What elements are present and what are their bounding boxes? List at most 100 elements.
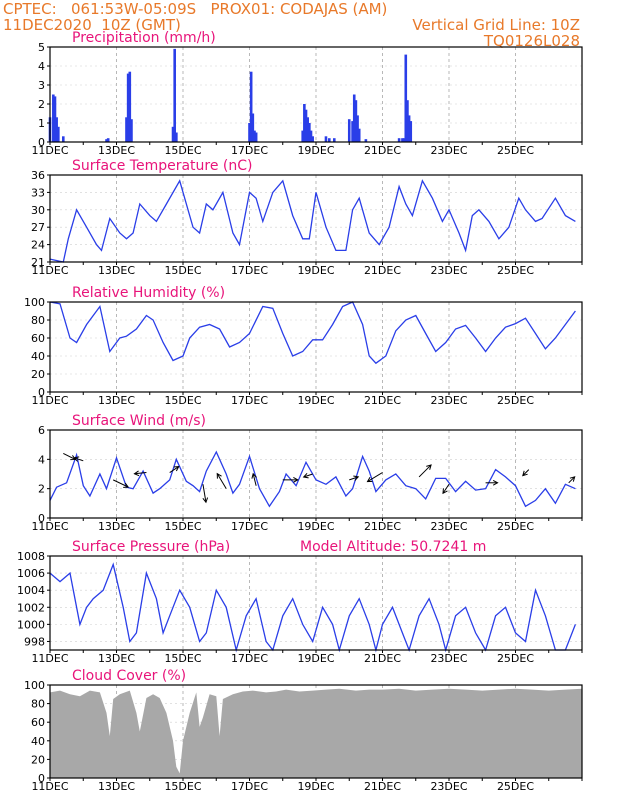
x-tick-label: 11DEC	[31, 264, 68, 277]
x-tick-label: 15DEC	[164, 652, 201, 665]
precip-bar	[406, 100, 409, 142]
y-tick-label: 27	[31, 221, 45, 234]
y-tick-label: 1002	[17, 601, 45, 614]
y-tick-label: 3	[38, 79, 45, 92]
x-tick-label: 17DEC	[231, 780, 268, 793]
wind-arrow-head	[302, 472, 309, 479]
x-tick-label: 21DEC	[364, 264, 401, 277]
y-tick-label: 60	[31, 332, 45, 345]
x-tick-label: 11DEC	[31, 394, 68, 407]
y-tick-label: 60	[31, 716, 45, 729]
precip-bar	[306, 117, 309, 142]
precip-bar	[409, 121, 413, 142]
precip-bar	[128, 71, 132, 142]
precip-bar	[248, 123, 251, 142]
x-tick-label: 15DEC	[164, 520, 201, 533]
x-tick-label: 19DEC	[297, 780, 334, 793]
x-tick-label: 15DEC	[164, 780, 201, 793]
precip-bar	[62, 136, 65, 142]
precip-bar	[364, 139, 368, 142]
y-tick-label: 40	[31, 735, 45, 748]
wind-arrow-head	[133, 470, 140, 477]
precip-bar	[311, 136, 314, 142]
header-line1: CPTEC: 061:53W-05:09S PROX01: CODAJAS (A…	[3, 0, 388, 18]
precip-bar	[171, 126, 175, 142]
wind-arrow-head	[293, 477, 299, 483]
wind-arrow	[252, 473, 257, 486]
wind-arrow	[74, 457, 84, 462]
precip-bar	[254, 132, 258, 142]
x-tick-label: 17DEC	[231, 652, 268, 665]
wind-arrow	[349, 476, 359, 481]
wind-arrow-head	[366, 476, 373, 483]
y-tick-label: 4	[38, 60, 45, 73]
series-line	[49, 450, 576, 508]
precip-bar	[402, 138, 406, 142]
precip-bar	[324, 136, 328, 142]
x-tick-label: 13DEC	[98, 520, 135, 533]
y-tick-label: 33	[31, 186, 45, 199]
y-tick-label: 2	[38, 483, 45, 496]
precip-bar	[352, 94, 356, 142]
precip-bar	[106, 138, 110, 142]
precip-bar	[301, 130, 304, 142]
wind-arrow	[63, 453, 76, 460]
wind-arrow-head	[202, 497, 209, 504]
panel-0: 0 1 2 3 4 5 11DEC 13DEC 15DEC 17DEC 19DEC 21DEC 23DE…	[31, 30, 583, 157]
precip-bar	[351, 121, 354, 142]
x-tick-label: 25DEC	[497, 520, 534, 533]
model-altitude: Model Altitude: 50.7241 m	[300, 539, 486, 555]
y-tick-label: 2	[38, 98, 45, 111]
wind-arrow-head	[492, 479, 499, 486]
precip-bar	[303, 104, 306, 142]
wind-arrow	[134, 472, 147, 475]
x-tick-label: 11DEC	[31, 652, 68, 665]
y-tick-label: 20	[31, 368, 45, 381]
x-tick-label: 11DEC	[31, 144, 68, 157]
wind-arrow	[112, 479, 129, 488]
x-tick-label: 23DEC	[430, 652, 467, 665]
wind-arrow	[568, 476, 576, 484]
precip-bar	[57, 126, 60, 142]
wind-arrow	[442, 483, 450, 494]
wind-arrow	[418, 464, 432, 478]
x-tick-label: 17DEC	[231, 144, 268, 157]
x-tick-label: 25DEC	[497, 264, 534, 277]
x-tick-label: 17DEC	[231, 520, 268, 533]
model-code: TQ0126L028	[483, 32, 580, 50]
panel-title: Cloud Cover (%)	[72, 668, 186, 684]
x-tick-label: 13DEC	[98, 652, 135, 665]
x-tick-label: 25DEC	[497, 652, 534, 665]
y-tick-label: 1006	[17, 567, 45, 580]
x-tick-label: 23DEC	[430, 520, 467, 533]
x-tick-label: 13DEC	[98, 780, 135, 793]
x-tick-label: 19DEC	[297, 394, 334, 407]
x-tick-label: 13DEC	[98, 394, 135, 407]
x-tick-label: 25DEC	[497, 144, 534, 157]
x-tick-label: 23DEC	[430, 394, 467, 407]
wind-arrow-head	[426, 464, 432, 470]
x-tick-label: 19DEC	[297, 520, 334, 533]
y-tick-label: 100	[24, 296, 45, 309]
panel-5: 0 20 40 60 80 100 11DEC 13DEC 15DEC 17DEC 19DEC 21D…	[24, 668, 583, 793]
panel-title: Surface Pressure (hPa)	[72, 539, 230, 555]
precip-bar	[253, 130, 256, 142]
precip-bar	[53, 96, 57, 142]
wind-arrow	[216, 473, 227, 489]
y-tick-label: 100	[24, 679, 45, 692]
y-tick-label: 0	[38, 772, 45, 785]
x-tick-label: 11DEC	[31, 780, 68, 793]
precip-bar	[105, 139, 108, 142]
wind-arrow	[303, 473, 313, 478]
precip-bar	[130, 119, 133, 142]
wind-arrow-head	[251, 472, 257, 479]
wind-arrow-head	[73, 456, 80, 462]
precip-bar	[356, 115, 359, 142]
x-tick-label: 21DEC	[364, 394, 401, 407]
y-tick-label: 20	[31, 753, 45, 766]
x-tick-label: 19DEC	[297, 652, 334, 665]
panel-title: Surface Wind (m/s)	[72, 413, 206, 429]
y-tick-label: 0	[38, 512, 45, 525]
y-tick-label: 1004	[17, 584, 45, 597]
